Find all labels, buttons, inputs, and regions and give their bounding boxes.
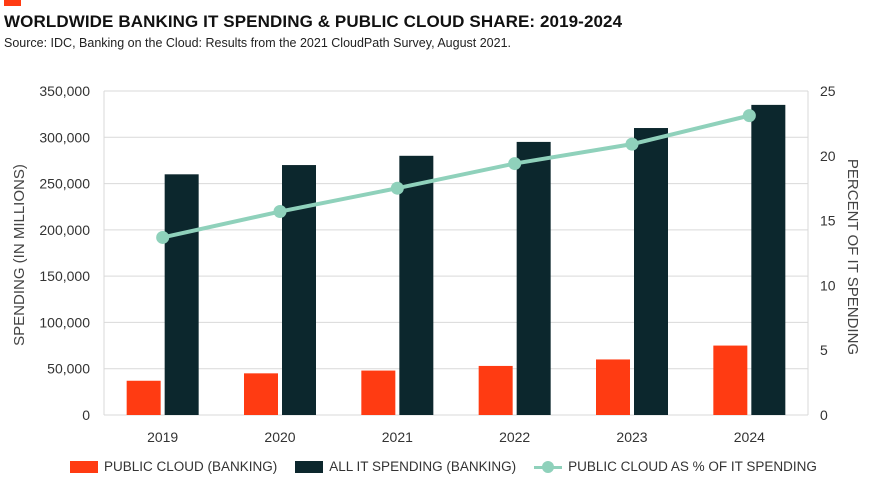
y-tick-label: 350,000 — [39, 83, 90, 99]
legend-label-cloud-pct: PUBLIC CLOUD AS % OF IT SPENDING — [568, 459, 817, 474]
y2-tick-label: 5 — [820, 342, 828, 358]
y2-tick-label: 20 — [820, 148, 836, 164]
legend-label-all-it: ALL IT SPENDING (BANKING) — [329, 459, 517, 474]
legend: PUBLIC CLOUD (BANKING) ALL IT SPENDING (… — [70, 459, 835, 474]
y-axis-right: 0 5 10 15 20 25 — [820, 83, 836, 423]
y2-tick-label: 10 — [820, 277, 836, 293]
chart-title: WORLDWIDE BANKING IT SPENDING & PUBLIC C… — [4, 12, 623, 31]
legend-swatch-cloud-pct — [534, 460, 563, 473]
bar-all-it-spending — [164, 174, 199, 415]
y2-tick-label: 0 — [820, 407, 828, 423]
x-axis: 2019 2020 2021 2022 2023 2024 — [147, 429, 765, 445]
bar-public-cloud — [126, 380, 161, 415]
bars-group — [126, 104, 786, 416]
line-point-cloud-share — [273, 205, 287, 219]
accent-bar — [4, 0, 21, 6]
y2-tick-label: 25 — [820, 83, 836, 99]
line-point-cloud-share — [508, 157, 522, 171]
y2-axis-title: PERCENT OF IT SPENDING — [844, 159, 861, 355]
bar-public-cloud — [244, 373, 278, 415]
y2-tick-label: 15 — [820, 213, 836, 229]
line-series-group — [156, 109, 756, 244]
line-point-cloud-share — [742, 109, 756, 123]
y-tick-label: 250,000 — [39, 176, 90, 192]
x-tick-label: 2020 — [264, 429, 295, 445]
bar-all-it-spending — [516, 141, 551, 415]
x-tick-label: 2024 — [734, 429, 765, 445]
legend-item-cloud-pct: PUBLIC CLOUD AS % OF IT SPENDING — [534, 459, 817, 474]
legend-label-public-cloud: PUBLIC CLOUD (BANKING) — [104, 459, 278, 474]
legend-item-all-it: ALL IT SPENDING (BANKING) — [295, 459, 516, 474]
line-point-cloud-share — [390, 181, 404, 195]
legend-swatch-public-cloud — [70, 460, 98, 473]
y-axis-title: SPENDING (IN MILLIONS) — [11, 164, 28, 346]
bar-all-it-spending — [282, 165, 316, 415]
bar-all-it-spending — [399, 155, 434, 416]
y-tick-label: 200,000 — [39, 222, 90, 238]
bar-public-cloud — [713, 345, 748, 415]
line-cloud-share — [162, 113, 750, 240]
x-tick-label: 2021 — [382, 429, 413, 445]
chart-subtitle: Source: IDC, Banking on the Cloud: Resul… — [4, 36, 512, 50]
line-point-cloud-share — [156, 230, 170, 244]
bar-public-cloud — [596, 359, 630, 415]
legend-item-public-cloud: PUBLIC CLOUD (BANKING) — [70, 459, 277, 474]
y-tick-label: 150,000 — [39, 268, 90, 284]
x-tick-label: 2019 — [147, 429, 178, 445]
y-tick-label: 300,000 — [39, 129, 90, 145]
bar-all-it-spending — [634, 128, 668, 415]
y-tick-label: 0 — [82, 407, 90, 423]
y-tick-label: 50,000 — [47, 361, 90, 377]
legend-swatch-all-it — [295, 460, 324, 473]
gridlines — [103, 90, 809, 416]
y-axis-left: 0 50,000 100,000 150,000 200,000 250,000 300,0… — [39, 83, 90, 423]
bar-public-cloud — [478, 365, 513, 415]
bar-public-cloud — [361, 370, 396, 415]
x-tick-label: 2022 — [499, 429, 530, 445]
line-point-cloud-share — [625, 137, 639, 151]
bar-all-it-spending — [751, 104, 786, 415]
y-tick-label: 100,000 — [39, 314, 90, 330]
x-tick-label: 2023 — [616, 429, 647, 445]
